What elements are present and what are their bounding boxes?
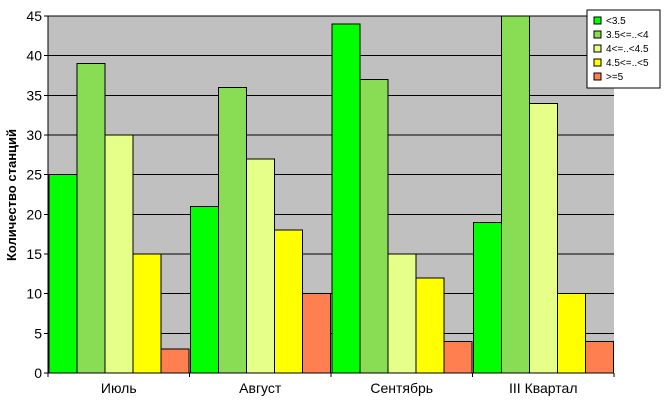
bar bbox=[245, 158, 275, 374]
bar bbox=[528, 102, 558, 374]
bar bbox=[301, 293, 331, 374]
bar bbox=[443, 340, 473, 374]
legend-label: 4<=..<4.5 bbox=[606, 44, 649, 55]
legend-swatch bbox=[593, 58, 602, 67]
y-tick-label: 25 bbox=[26, 167, 42, 183]
bar bbox=[160, 348, 190, 374]
y-tick-label: 5 bbox=[34, 325, 42, 341]
legend-swatch bbox=[593, 30, 602, 39]
x-tick-label: Сентябрь bbox=[370, 380, 433, 396]
legend-label: 3.5<=..<4 bbox=[606, 30, 649, 41]
bar bbox=[472, 221, 502, 374]
y-axis-label: Количество станций bbox=[4, 129, 19, 261]
y-tick-label: 45 bbox=[26, 8, 42, 24]
y-tick-label: 35 bbox=[26, 87, 42, 103]
y-tick-label: 10 bbox=[26, 286, 42, 302]
bar bbox=[132, 253, 162, 374]
x-tick-label: Июль bbox=[101, 380, 137, 396]
bar bbox=[556, 293, 586, 374]
legend-label: >=5 bbox=[606, 72, 624, 83]
y-tick-label: 30 bbox=[26, 127, 42, 143]
y-tick-label: 40 bbox=[26, 48, 42, 64]
bar bbox=[189, 205, 219, 374]
bar bbox=[584, 340, 614, 374]
bar bbox=[104, 134, 134, 374]
bar bbox=[273, 229, 303, 374]
legend-swatch bbox=[593, 44, 602, 53]
legend-swatch bbox=[593, 72, 602, 81]
legend-label: 4.5<=..<5 bbox=[606, 58, 649, 69]
bar bbox=[359, 78, 389, 374]
y-tick-label: 0 bbox=[34, 365, 42, 381]
bar bbox=[48, 174, 78, 374]
bar bbox=[500, 15, 530, 374]
bar bbox=[415, 277, 445, 374]
legend-label: <3.5 bbox=[606, 16, 626, 27]
bar bbox=[331, 23, 361, 374]
legend-swatch bbox=[593, 16, 602, 25]
bar bbox=[217, 86, 247, 374]
y-tick-label: 20 bbox=[26, 206, 42, 222]
x-tick-label: Август bbox=[239, 380, 282, 396]
bar bbox=[387, 253, 417, 374]
y-tick-label: 15 bbox=[26, 246, 42, 262]
bar bbox=[76, 63, 106, 374]
x-tick-label: III Квартал bbox=[509, 380, 577, 396]
